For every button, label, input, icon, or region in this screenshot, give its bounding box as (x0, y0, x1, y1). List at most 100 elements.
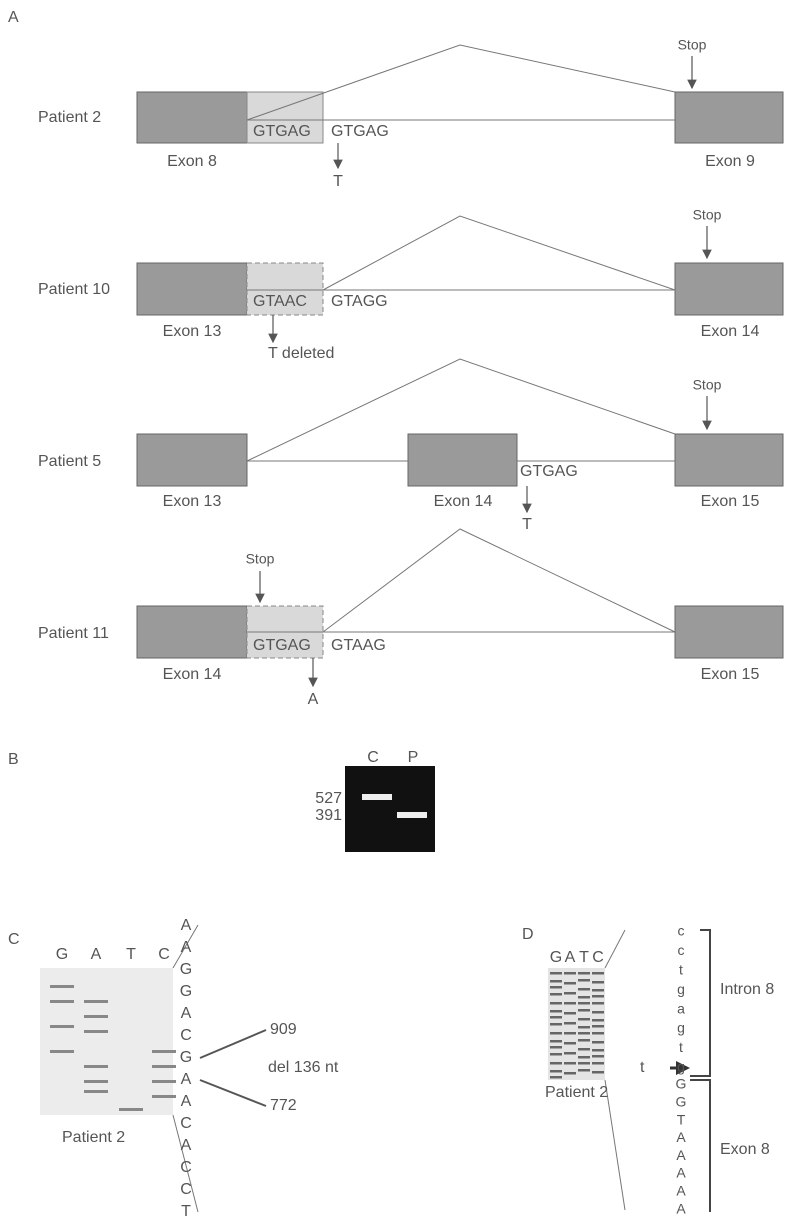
mutation: T deleted (268, 345, 334, 362)
exon (137, 263, 247, 315)
exon-label: Exon 14 (701, 323, 760, 340)
caption: Patient 2 (62, 1129, 125, 1146)
base: A (676, 1183, 686, 1199)
gel-band (592, 981, 604, 984)
lane-label: G (550, 949, 562, 966)
gel-band (564, 982, 576, 985)
gel-band (550, 993, 562, 996)
gel-band (592, 1041, 604, 1044)
exon (137, 92, 247, 143)
base: G (180, 983, 192, 1000)
gel-band (550, 972, 562, 975)
gel-band (564, 1072, 576, 1075)
lane-label: T (126, 946, 136, 963)
gel-band (152, 1065, 176, 1068)
caption: Patient 2 (545, 1084, 608, 1101)
gel-band (592, 1062, 604, 1065)
gel-band (592, 995, 604, 998)
base: g (677, 981, 685, 997)
panel-label: D (522, 926, 534, 943)
gel-band (578, 1026, 590, 1029)
gel-band (564, 972, 576, 975)
gel-band (50, 1000, 74, 1003)
patient-label: Patient 5 (38, 453, 101, 470)
base: G (180, 961, 192, 978)
base: a (677, 1000, 685, 1016)
gel-band (50, 1050, 74, 1053)
mutation: T (333, 173, 343, 190)
base: A (676, 1147, 686, 1163)
base: A (676, 1129, 686, 1145)
pointer-line (200, 1080, 266, 1106)
exon-label: Exon 14 (434, 493, 493, 510)
base: A (181, 939, 192, 956)
gel-band (578, 988, 590, 991)
gel-band (362, 794, 392, 800)
base: G (676, 1094, 687, 1110)
gel-band (550, 980, 562, 983)
bracket-line (605, 930, 625, 968)
gel-band (592, 972, 604, 975)
sequence: GTGAG (253, 637, 311, 654)
base: c (678, 923, 685, 939)
panel-label: B (8, 751, 19, 768)
bracket (690, 1080, 710, 1212)
base: A (181, 1137, 192, 1154)
region-label: Exon 8 (720, 1141, 770, 1158)
base: T (181, 1203, 191, 1218)
gel-band (152, 1080, 176, 1083)
gel-band (564, 1022, 576, 1025)
base: T (677, 1111, 686, 1127)
gel-band (578, 1056, 590, 1059)
gel-band (152, 1050, 176, 1053)
exon-label: Exon 14 (163, 666, 222, 683)
gel-band (564, 1032, 576, 1035)
position-label: 909 (270, 1021, 297, 1038)
stop-label: Stop (246, 551, 275, 567)
exon-label: Exon 8 (167, 153, 217, 170)
gel-band (578, 1032, 590, 1035)
exon (675, 92, 783, 143)
gel-band (578, 1062, 590, 1065)
base: A (676, 1200, 686, 1216)
gel-band (564, 1002, 576, 1005)
gel-band (592, 1071, 604, 1074)
gel-band (578, 996, 590, 999)
gel-band (578, 1048, 590, 1051)
gel-band (578, 1039, 590, 1042)
gel-band (550, 986, 562, 989)
exon (675, 606, 783, 658)
gel-band (550, 1032, 562, 1035)
gel-band (578, 972, 590, 975)
splice-line (323, 529, 675, 632)
region-label: Intron 8 (720, 981, 774, 998)
gel-band (550, 1046, 562, 1049)
deletion-label: del 136 nt (268, 1059, 339, 1076)
gel-band (592, 1055, 604, 1058)
gel-band (84, 1065, 108, 1068)
gel-band (50, 1025, 74, 1028)
panel-label: A (8, 9, 19, 26)
lane-label: A (91, 946, 102, 963)
gel-band (84, 1080, 108, 1083)
gel-band (550, 1010, 562, 1013)
gel-band (592, 1025, 604, 1028)
exon (137, 434, 247, 486)
gel-band (592, 1011, 604, 1014)
row: Patient 5 Exon 13 Exon 14 Exon 15 GTGAG … (38, 359, 783, 533)
gel-band (84, 1090, 108, 1093)
exon (137, 606, 247, 658)
exon (408, 434, 517, 486)
sequence: GTGAG (331, 123, 389, 140)
patient-label: Patient 10 (38, 281, 110, 298)
base: A (181, 1071, 192, 1088)
exon (675, 263, 783, 315)
lane-label: G (56, 946, 68, 963)
gel-band (84, 1000, 108, 1003)
sequence: GTAGG (331, 293, 388, 310)
mutation: A (308, 691, 319, 708)
size-label: 527 (315, 790, 342, 807)
sequencing-gel (40, 968, 176, 1115)
mutation: T (522, 516, 532, 533)
base: t (679, 1039, 683, 1055)
